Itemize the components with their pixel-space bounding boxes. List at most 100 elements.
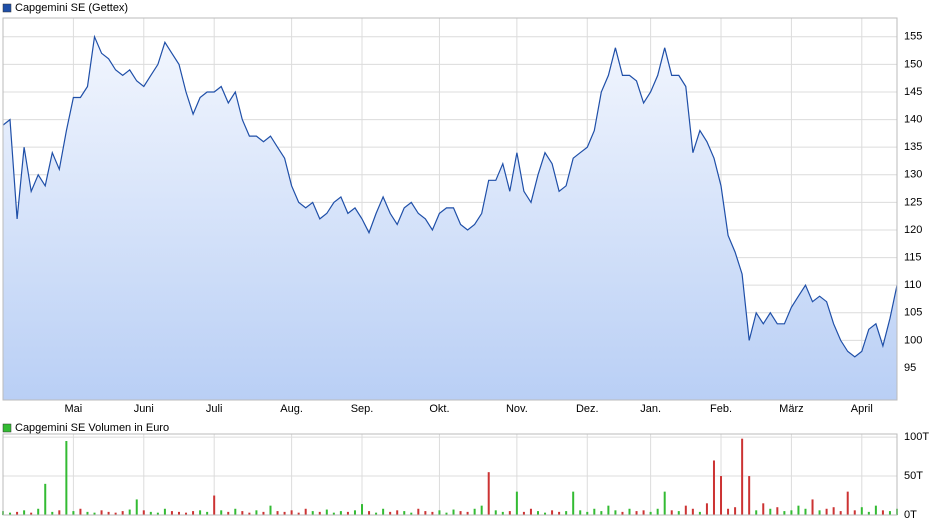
volume-bar: [741, 438, 744, 515]
volume-bar: [269, 505, 272, 515]
volume-bar: [220, 510, 223, 515]
volume-bar: [727, 508, 730, 515]
x-tick-label: Juni: [134, 403, 154, 415]
y-tick-label: 0T: [904, 509, 917, 521]
plot-frame: [2, 433, 898, 516]
volume-bar: [586, 511, 589, 515]
volume-bar: [452, 509, 455, 515]
volume-bar: [593, 508, 596, 515]
volume-bar: [389, 511, 392, 515]
x-tick-label: März: [779, 403, 803, 415]
volume-bar: [628, 508, 631, 515]
volume-bar: [37, 508, 40, 515]
volume-bar: [705, 503, 708, 515]
volume-bar: [16, 511, 19, 515]
volume-bar: [290, 510, 293, 515]
volume-bar: [93, 512, 96, 515]
volume-bar: [522, 511, 525, 515]
y-tick-label: 130: [904, 169, 922, 181]
volume-bar: [304, 508, 307, 515]
volume-bar: [579, 510, 582, 515]
x-tick-label: Mai: [65, 403, 83, 415]
volume-bar: [297, 512, 300, 515]
volume-bar: [720, 476, 723, 515]
volume-bar: [206, 511, 209, 515]
y-tick-label: 105: [904, 307, 922, 319]
volume-bar: [508, 511, 511, 515]
volume-bar: [494, 510, 497, 515]
volume-bar: [734, 507, 737, 515]
y-tick-label: 135: [904, 141, 922, 153]
volume-bar: [213, 495, 216, 515]
volume-bar: [30, 512, 33, 515]
y-tick-label: 125: [904, 196, 922, 208]
volume-bar: [361, 504, 364, 515]
volume-bar: [431, 511, 434, 515]
volume-bar: [642, 510, 645, 515]
volume-bar: [283, 511, 286, 515]
volume-bar: [353, 510, 356, 515]
volume-bar: [797, 505, 800, 515]
volume-bar: [846, 491, 849, 515]
volume-bar: [325, 509, 328, 515]
volume-bar: [255, 510, 258, 515]
y-tick-label: 145: [904, 86, 922, 98]
volume-bar: [339, 511, 342, 515]
y-tick-label: 115: [904, 251, 922, 263]
volume-bar: [234, 508, 237, 515]
volume-bar: [621, 511, 624, 515]
volume-bar: [480, 505, 483, 515]
volume-bar: [72, 511, 75, 515]
volume-bar: [769, 508, 772, 515]
volume-bar: [853, 510, 856, 515]
volume-bar: [382, 508, 385, 515]
volume-bar: [438, 510, 441, 515]
volume-bar: [248, 512, 251, 515]
volume-bar: [177, 511, 180, 515]
volume-bar: [839, 511, 842, 515]
x-tick-label: Sep.: [351, 403, 374, 415]
volume-bar: [346, 511, 349, 515]
volume-bar: [677, 511, 680, 515]
volume-bar: [396, 510, 399, 515]
volume-bar: [44, 483, 47, 515]
price-line: [2, 34, 898, 358]
volume-bar: [755, 510, 758, 515]
volume-bar: [501, 511, 504, 515]
volume-bar: [170, 511, 173, 515]
y-tick-label: 100: [904, 334, 922, 346]
legend-swatch: [2, 423, 12, 433]
volume-bar: [51, 511, 54, 515]
volume-bar: [227, 511, 230, 515]
y-tick-label: 110: [904, 279, 922, 291]
volume-bar: [107, 511, 110, 515]
volume-bar: [551, 510, 554, 515]
volume-bar: [818, 510, 821, 515]
y-tick-label: 120: [904, 224, 922, 236]
volume-bar: [529, 508, 532, 515]
price-area: [3, 36, 897, 401]
volume-bar: [156, 512, 159, 515]
volume-bar: [832, 507, 835, 515]
volume-bar: [114, 512, 117, 515]
x-tick-label: Okt.: [429, 403, 449, 415]
volume-bar: [135, 499, 138, 515]
volume-bar: [466, 511, 469, 515]
volume-bar: [459, 511, 462, 515]
volume-bar: [804, 508, 807, 515]
volume-bar: [241, 511, 244, 515]
volume-bar: [473, 508, 476, 515]
volume-bar: [825, 508, 828, 515]
volume-bar: [762, 503, 765, 515]
volume-bar: [635, 511, 638, 515]
volume-bar: [311, 511, 314, 515]
volume-bar: [860, 507, 863, 515]
volume-bar: [790, 510, 793, 515]
y-tick-label: 95: [904, 362, 916, 374]
volume-bar: [149, 511, 152, 515]
y-tick-label: 150: [904, 58, 922, 70]
plot-frame: [2, 17, 898, 401]
volume-bar: [368, 511, 371, 515]
volume-bar: [142, 510, 145, 515]
